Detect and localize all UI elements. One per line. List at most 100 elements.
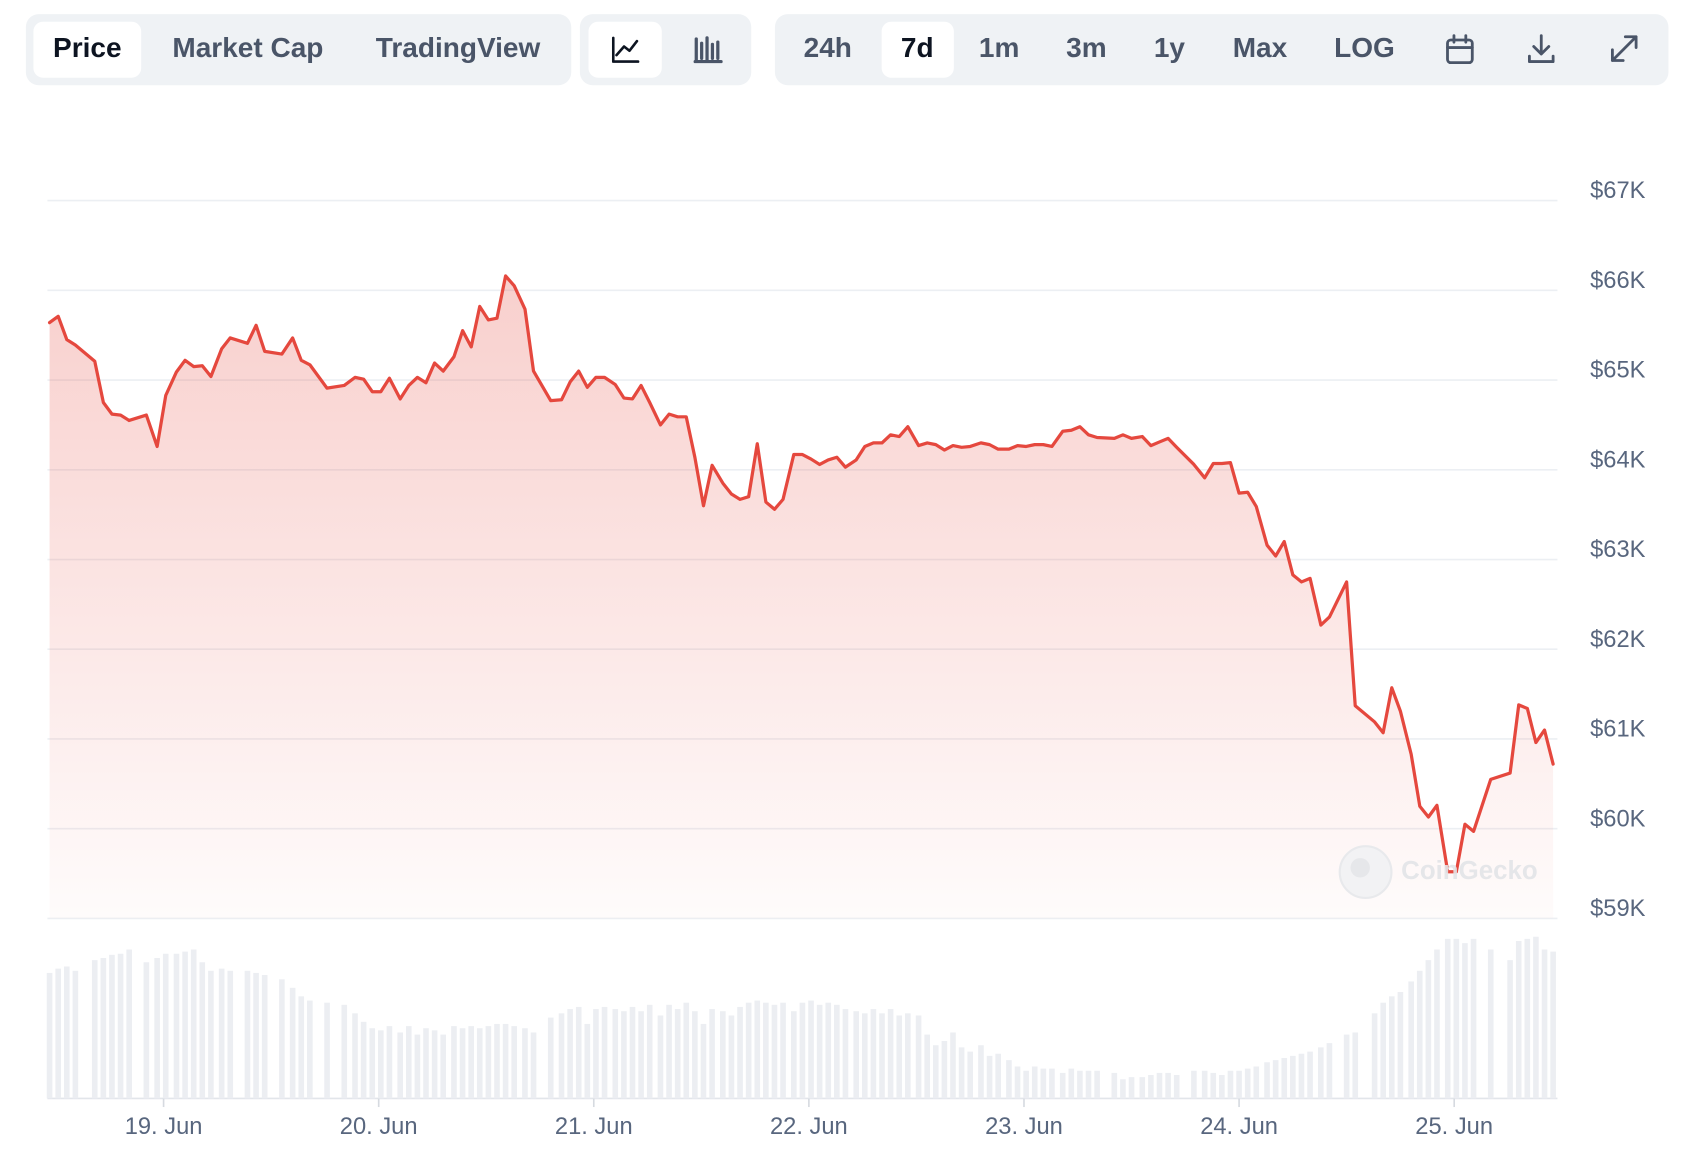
volume-bar <box>378 1030 384 1099</box>
volume-bar <box>692 1011 698 1099</box>
range-button[interactable]: Max <box>1233 32 1288 63</box>
volume-bar <box>227 970 234 1099</box>
volume-bar <box>958 1047 965 1099</box>
volume-bar <box>485 1026 492 1099</box>
tab-group <box>25 14 572 86</box>
volume-bar <box>1156 1072 1163 1099</box>
volume-bar <box>1006 1060 1012 1099</box>
x-tick-label: 23. Jun <box>985 1114 1063 1140</box>
volume-bar <box>915 1015 922 1099</box>
tab[interactable]: Market Cap <box>172 32 323 63</box>
volume-bar <box>1128 1077 1135 1099</box>
y-tick-label: $60K <box>1590 806 1646 832</box>
download-icon[interactable] <box>1528 34 1555 63</box>
volume-bar <box>162 953 169 1099</box>
volume-bar <box>558 1013 565 1099</box>
fullscreen-icon[interactable] <box>1610 35 1638 62</box>
volume-bar <box>808 1000 814 1099</box>
volume-bar <box>1253 1066 1260 1099</box>
volume-bar <box>1264 1062 1270 1099</box>
volume-bar <box>1462 943 1468 1099</box>
tab[interactable]: Price <box>53 32 122 63</box>
tab[interactable]: TradingView <box>376 32 541 63</box>
volume-bar <box>629 1006 636 1099</box>
range-button[interactable]: 1m <box>979 32 1020 63</box>
volume-bar <box>728 1015 735 1099</box>
volume-bar <box>862 1013 868 1099</box>
candle-chart-icon[interactable] <box>693 36 723 64</box>
volume-bar <box>1434 949 1440 1099</box>
volume-bar <box>1453 938 1460 1099</box>
volume-bar <box>1307 1051 1313 1099</box>
volume-bar <box>1023 1070 1029 1099</box>
volume-bar <box>307 1000 313 1099</box>
volume-bar <box>208 970 214 1099</box>
line-chart-button[interactable] <box>588 21 662 78</box>
range-group <box>774 14 1669 86</box>
volume-bar <box>601 1006 608 1099</box>
volume-bar <box>1444 938 1451 1099</box>
volume-bar <box>253 972 259 1099</box>
volume-bar <box>950 1032 956 1099</box>
volume-bar <box>352 1013 358 1099</box>
volume-bar <box>451 1026 457 1099</box>
volume-bar <box>476 1028 483 1099</box>
y-tick-label: $63K <box>1590 537 1646 563</box>
calendar-icon[interactable] <box>1446 34 1474 65</box>
volume-bar <box>799 1002 806 1099</box>
price-area <box>49 275 1554 919</box>
volume-bar <box>109 954 115 1099</box>
volume-bar <box>1040 1068 1047 1099</box>
range-button[interactable]: 24h <box>804 32 852 63</box>
y-tick-label: $62K <box>1590 627 1646 653</box>
plot-area: $59K $60K $61K $62K $63K $64K $65K $66K $67K 19. … <box>46 178 1646 1140</box>
y-tick-label: $65K <box>1590 358 1646 384</box>
volume-bar <box>1272 1060 1279 1099</box>
volume-bar <box>1244 1068 1251 1099</box>
volume-bar <box>360 1021 367 1099</box>
volume-bar <box>1094 1070 1100 1099</box>
volume-bar <box>547 1017 554 1099</box>
volume-bar <box>720 1011 726 1099</box>
volume-bar <box>46 972 53 1099</box>
volume-bar <box>459 1028 466 1099</box>
volume-bar <box>1389 996 1395 1099</box>
volume-bar <box>182 951 188 1099</box>
range-button[interactable]: 3m <box>1066 32 1107 63</box>
range-button[interactable]: LOG <box>1334 32 1395 63</box>
tab-active-bg <box>33 21 142 78</box>
volume-bar <box>816 1004 823 1099</box>
x-tick-label: 21. Jun <box>555 1114 633 1140</box>
volume-bar <box>173 953 180 1099</box>
volume-bar <box>646 1004 653 1099</box>
volume-bar <box>279 979 285 1099</box>
range-button[interactable]: 7d <box>901 32 934 63</box>
volume-bar <box>1201 1070 1208 1099</box>
y-tick-label: $64K <box>1590 447 1646 473</box>
volume-bar <box>440 1034 447 1099</box>
volume-bar <box>1397 992 1404 1099</box>
volume-bar <box>126 949 132 1099</box>
volume-bar <box>199 962 206 1099</box>
volume-bar <box>530 1032 537 1099</box>
volume-bar <box>1380 1002 1387 1099</box>
x-tick-label: 19. Jun <box>125 1114 203 1140</box>
volume-bar <box>879 1013 885 1099</box>
volume-bar <box>1425 960 1432 1099</box>
volume-bar <box>1318 1047 1324 1099</box>
volume-bar <box>55 968 61 1099</box>
volume-bar <box>593 1009 599 1099</box>
volume-bar <box>1236 1070 1242 1099</box>
volume-bar <box>683 1002 690 1099</box>
volume-bar <box>502 1023 509 1099</box>
volume-bar <box>1085 1070 1092 1099</box>
range-button[interactable]: 1y <box>1154 32 1186 63</box>
watermark: CoinGecko <box>1338 845 1538 900</box>
volume-bar <box>674 1009 681 1099</box>
volume-bar <box>745 1002 752 1099</box>
line-chart-icon <box>611 36 640 63</box>
volume-bar <box>896 1015 903 1099</box>
volume-bar <box>1077 1070 1083 1099</box>
volume-bar <box>791 1011 797 1099</box>
